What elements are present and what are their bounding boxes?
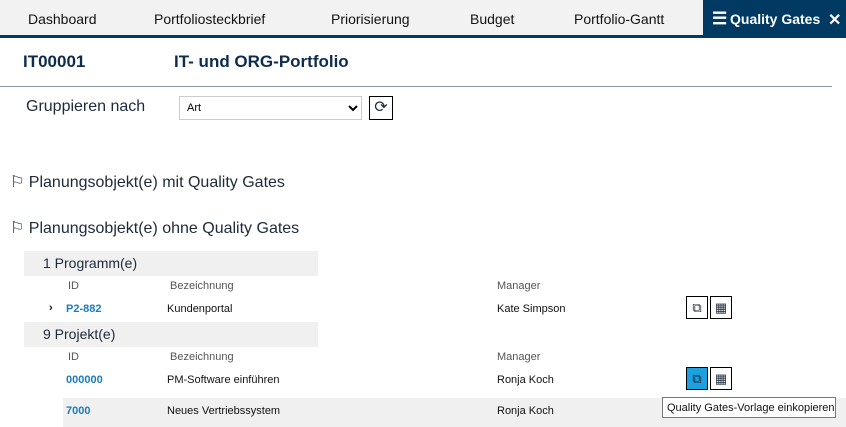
tab-portfolio-gantt[interactable]: Portfolio-Gantt <box>574 11 665 27</box>
flag-icon: ⚐ <box>10 174 25 191</box>
section-title: Planungsobjekt(e) ohne Quality Gates <box>28 220 300 237</box>
close-icon[interactable]: ✕ <box>828 12 842 29</box>
expand-icon[interactable]: › <box>49 302 53 314</box>
tab-portfoliosteckbrief[interactable]: Portfoliosteckbrief <box>154 11 266 27</box>
tab-budget[interactable]: Budget <box>470 11 515 27</box>
tab-dashboard[interactable]: Dashboard <box>28 11 97 27</box>
row-manager: Kate Simpson <box>497 303 566 315</box>
refresh-button[interactable]: ⟳ <box>369 96 393 120</box>
portfolio-id: IT00001 <box>23 52 86 71</box>
row-name: Neues Vertriebssystem <box>167 405 281 417</box>
row-manager: Ronja Koch <box>497 405 554 417</box>
divider <box>0 86 832 87</box>
row-name: PM-Software einführen <box>167 374 280 386</box>
group-select[interactable]: Art <box>179 96 362 120</box>
tab-priorisierung[interactable]: Priorisierung <box>331 11 410 27</box>
calendar-button[interactable]: ▦ <box>710 367 732 390</box>
section-without-gates[interactable]: ⚐ Planungsobjekt(e) ohne Quality Gates <box>10 218 299 238</box>
row-manager: Ronja Koch <box>497 374 554 386</box>
group-label: Gruppieren nach <box>26 98 146 115</box>
col-name: Bezeichnung <box>170 280 234 292</box>
page-title: IT- und ORG-Portfolio <box>174 52 349 71</box>
copy-icon: ⧉ <box>692 371 702 386</box>
col-name: Bezeichnung <box>170 351 234 363</box>
copy-template-button[interactable]: ⧉ <box>686 296 708 319</box>
calendar-icon: ▦ <box>714 371 728 386</box>
top-nav: Dashboard Portfoliosteckbrief Priorisier… <box>0 0 846 38</box>
hamburger-icon[interactable]: ☰ <box>712 9 728 28</box>
row-id-link[interactable]: 7000 <box>66 405 91 417</box>
col-id: ID <box>68 280 79 292</box>
group-programs: 1 Programm(e) <box>24 251 318 276</box>
tab-quality-gates[interactable]: ☰ Quality Gates ✕ <box>703 0 846 38</box>
section-with-gates[interactable]: ⚐ Planungsobjekt(e) mit Quality Gates <box>10 172 285 192</box>
group-projects: 9 Projekt(e) <box>24 322 318 347</box>
row-id-link[interactable]: 000000 <box>66 374 103 386</box>
copy-icon: ⧉ <box>692 300 702 315</box>
flag-icon: ⚐ <box>10 220 25 237</box>
calendar-button[interactable]: ▦ <box>710 296 732 319</box>
tooltip: Quality Gates-Vorlage einkopieren <box>662 397 836 418</box>
row-name: Kundenportal <box>167 303 233 315</box>
row-id-link[interactable]: P2-882 <box>66 303 102 315</box>
col-id: ID <box>68 351 79 363</box>
section-title: Planungsobjekt(e) mit Quality Gates <box>28 174 285 191</box>
tab-label: Quality Gates <box>730 11 821 27</box>
col-manager: Manager <box>497 351 541 363</box>
copy-template-button[interactable]: ⧉ <box>686 367 708 390</box>
col-manager: Manager <box>497 280 541 292</box>
calendar-icon: ▦ <box>714 300 728 315</box>
refresh-icon: ⟳ <box>374 99 388 116</box>
